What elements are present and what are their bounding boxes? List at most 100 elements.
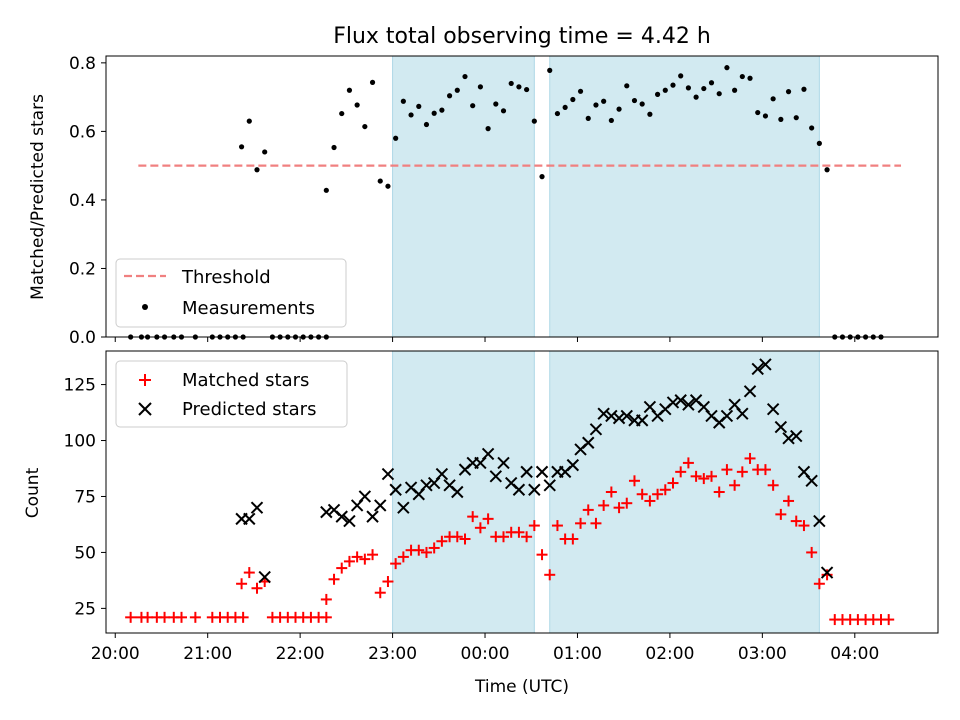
matched-stars-point [698, 473, 710, 485]
measurement-point [601, 98, 607, 104]
matched-stars-point [790, 515, 802, 527]
matched-stars-point [613, 502, 625, 514]
measurement-point [747, 75, 753, 81]
predicted-stars-point [535, 465, 549, 479]
matched-stars-point [551, 520, 563, 532]
matched-stars-point [236, 578, 248, 590]
measurement-point [724, 65, 730, 71]
predicted-stars-point [790, 429, 803, 443]
predicted-stars-point [543, 479, 556, 492]
matched-stars-point [767, 479, 779, 491]
predicted-stars-point [389, 483, 402, 496]
predicted-stars-point [497, 456, 510, 470]
matched-stars-point [459, 533, 471, 545]
predicted-stars-point [597, 407, 610, 420]
matched-stars-point [744, 452, 756, 464]
matched-stars-point [451, 531, 463, 543]
x-tick-label: 04:00 [830, 644, 879, 664]
x-tick-label: 22:00 [276, 644, 325, 664]
predicted-stars-point [782, 432, 795, 445]
measurement-point [508, 80, 514, 87]
matched-stars-point [237, 611, 249, 623]
measurement-point [377, 178, 383, 184]
matched-stars-point [736, 466, 748, 478]
matched-stars-point [821, 569, 833, 581]
matched-stars-point [359, 553, 371, 565]
measurement-point [785, 89, 792, 95]
predicted-stars-point [420, 479, 433, 492]
measurement-point [547, 67, 553, 73]
matched-stars-point [883, 614, 895, 626]
measurement-point [762, 113, 769, 119]
predicted-stars-point [620, 409, 633, 423]
predicted-stars-point [605, 409, 618, 423]
matched-stars-point [159, 611, 171, 623]
matched-stars-point [175, 611, 187, 623]
top-legend: Threshold Measurements [115, 258, 347, 328]
measurement-point [339, 110, 345, 117]
matched-stars-point [528, 520, 540, 532]
matched-stars-point [374, 587, 386, 599]
matched-stars-point [644, 495, 656, 507]
measurement-point [524, 86, 530, 93]
predicted-stars-point [374, 499, 387, 512]
matched-stars-point [544, 569, 556, 581]
top-axis-ticks: 0.0 0.2 0.4 0.6 0.8 [69, 54, 856, 348]
measurement-point [493, 101, 499, 107]
measurement-point [562, 104, 568, 111]
measurement-point [470, 103, 476, 109]
predicted-stars-point [451, 485, 464, 499]
predicted-stars-point [250, 501, 264, 514]
measurement-point [254, 167, 260, 173]
bottom-series-layer [125, 358, 895, 626]
matched-stars-point [320, 593, 332, 605]
predicted-stars-point [512, 483, 526, 496]
matched-stars-point [667, 477, 679, 489]
legend-measurements-swatch [142, 304, 148, 310]
measurement-point [531, 118, 537, 124]
measurement-point [485, 126, 491, 132]
measurement-point [439, 107, 445, 113]
matched-stars-point [382, 576, 394, 588]
measurement-point [416, 103, 422, 109]
matched-stars-point [590, 517, 602, 529]
predicted-stars-point [528, 483, 541, 496]
measurement-point [770, 96, 776, 102]
matched-stars-point [390, 558, 402, 570]
measurement-point [670, 82, 676, 88]
matched-stars-point [521, 531, 533, 543]
matched-stars-point [675, 466, 687, 478]
matched-stars-point [575, 517, 587, 529]
matched-stars-point [682, 457, 694, 469]
predicted-stars-point [243, 512, 256, 526]
measurement-point [423, 121, 430, 128]
measurement-point [454, 87, 460, 93]
matched-stars-point [474, 522, 486, 534]
measurement-point [331, 144, 337, 151]
measurement-point [739, 73, 745, 80]
bottom-y-tick-label: 75 [74, 487, 96, 507]
measurement-point [516, 84, 522, 90]
predicted-stars-point [481, 447, 495, 461]
matched-stars-point [813, 578, 825, 590]
measurement-point [246, 118, 252, 124]
predicted-stars-point [720, 409, 734, 423]
measurement-point [554, 110, 561, 117]
measurement-point [323, 187, 329, 193]
predicted-stars-point [589, 423, 603, 436]
top-axes-frame [105, 55, 939, 338]
predicted-stars-point [582, 436, 595, 449]
measurement-point [346, 87, 353, 93]
measurement-point [238, 144, 245, 150]
predicted-stars-point [759, 358, 772, 371]
bottom-legend: Matched stars Predicted stars [115, 360, 348, 428]
measurement-point [801, 86, 807, 92]
measurement-point [354, 102, 360, 108]
predicted-stars-point [674, 394, 687, 407]
matched-stars-point [125, 611, 137, 623]
measurement-point [701, 85, 707, 92]
bottom-y-tick-label: 25 [74, 599, 96, 619]
bottom-y-tick-label: 100 [64, 432, 96, 452]
predicted-stars-point [635, 414, 649, 427]
top-series-layer [128, 65, 902, 340]
